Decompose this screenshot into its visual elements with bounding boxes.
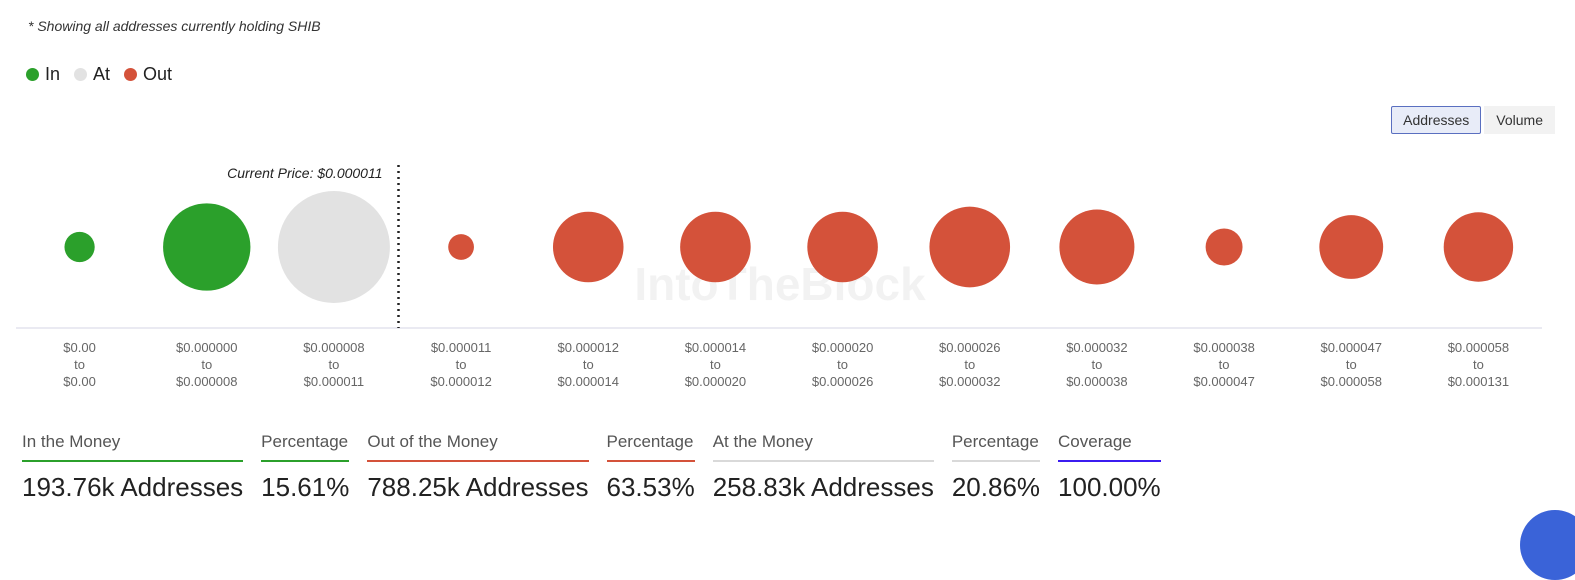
tick-label-12-from: $0.000058 [1448,340,1509,355]
tick-label-2-to-word: to [201,357,212,372]
tick-label-5-to-word: to [583,357,594,372]
tick-label-9-from: $0.000032 [1066,340,1127,355]
tick-label-2-from: $0.000000 [176,340,237,355]
metric-toggle: Addresses Volume [1391,106,1555,134]
stat-7: Coverage 100.00% [1058,432,1161,503]
summary-stats: In the Money 193.76k Addresses Percentage 1… [22,432,1179,503]
stat-value-5: 258.83k Addresses [712,472,934,502]
bubble-6 [680,211,751,283]
tick-label-6-to-word: to [710,357,721,372]
legend-dot-in [26,68,39,81]
stat-value-4: 63.53% [606,472,695,502]
bubble-1 [64,231,95,263]
stat-label-4: Percentage [606,432,695,462]
stat-value-1: 193.76k Addresses [22,472,244,502]
stat-1: In the Money 193.76k Addresses [22,432,244,503]
tick-label-11-to-word: to [1346,357,1357,372]
stat-2: Percentage 15.61% [261,432,350,503]
volume-button[interactable]: Volume [1484,106,1555,134]
tick-label-11-to: $0.000058 [1321,374,1382,389]
tick-label-10-from: $0.000038 [1193,340,1254,355]
bubble-9 [1059,209,1135,285]
tick-label-7-from: $0.000020 [812,340,873,355]
tick-label-1-to: $0.00 [63,374,96,389]
stat-label-5: At the Money [712,432,934,462]
bubble-11 [1319,215,1384,279]
tick-label-4-from: $0.000011 [431,340,492,355]
chart-note: * Showing all addresses currently holdin… [28,18,321,34]
tick-label-10-to-word: to [1219,357,1230,372]
tick-label-11-from: $0.000047 [1321,340,1382,355]
stat-label-3: Out of the Money [367,432,589,462]
tick-label-6-from: $0.000014 [685,340,746,355]
bubble-10 [1205,228,1243,266]
tick-label-6-to: $0.000020 [685,374,746,389]
stat-value-6: 20.86% [951,472,1041,502]
stat-4: Percentage 63.53% [606,432,695,503]
stat-6: Percentage 20.86% [951,432,1041,503]
legend-dot-out [124,68,138,81]
stat-label-2: Percentage [261,432,350,462]
bubble-2 [163,203,251,291]
stat-label-1: In the Money [22,432,244,462]
bubble-4 [448,234,474,260]
tick-label-3-to-word: to [328,357,339,372]
tick-label-9-to-word: to [1091,357,1102,372]
tick-label-8-to: $0.000032 [939,374,1000,389]
stat-3: Out of the Money 788.25k Addresses [367,432,589,503]
legend-item-at[interactable]: At [74,64,110,85]
tick-label-7-to-word: to [837,357,848,372]
stat-value-2: 15.61% [261,472,350,502]
legend-label-in: In [45,64,61,84]
tick-label-8-from: $0.000026 [939,340,1000,355]
tick-label-4-to-word: to [456,357,467,372]
bubble-5 [552,211,624,283]
stat-label-6: Percentage [951,432,1041,462]
tick-label-3-from: $0.000008 [303,340,364,355]
tick-label-3-to: $0.000011 [304,374,365,389]
tick-label-12-to: $0.000131 [1448,374,1509,389]
legend-item-out[interactable]: Out [124,64,172,85]
tick-label-10-to: $0.000047 [1193,374,1254,389]
bubble-12 [1443,212,1514,282]
bubble-8 [929,206,1011,288]
tick-label-1-from: $0.00 [63,340,96,355]
legend-dot-at [74,68,88,81]
bubble-3 [277,191,390,303]
watermark-text: IntoTheBlock [634,258,926,310]
stat-label-7: Coverage [1058,432,1161,462]
legend-label-at: At [93,64,111,84]
tick-label-7-to: $0.000026 [812,374,873,389]
legend-item-in[interactable]: In [26,64,60,85]
bubble-chart: IntoTheBlock Current Price: $0.000011 $0.0… [16,165,1542,389]
legend-label-out: Out [143,64,173,84]
tick-label-12-to-word: to [1473,357,1484,372]
addresses-button[interactable]: Addresses [1391,106,1482,134]
legend: In At Out [26,64,186,85]
stat-value-7: 100.00% [1058,472,1161,502]
tick-label-1-to-word: to [74,357,85,372]
tick-label-5-to: $0.000014 [558,374,619,389]
tick-label-4-to: $0.000012 [430,374,491,389]
stat-value-3: 788.25k Addresses [367,472,589,502]
tick-label-5-from: $0.000012 [558,340,619,355]
tick-label-9-to: $0.000038 [1066,374,1127,389]
tick-label-2-to: $0.000008 [176,374,237,389]
stat-5: At the Money 258.83k Addresses [712,432,934,503]
current-price-label: Current Price: $0.000011 [227,165,382,181]
bubble-7 [807,211,878,283]
tick-label-8-to-word: to [964,357,975,372]
